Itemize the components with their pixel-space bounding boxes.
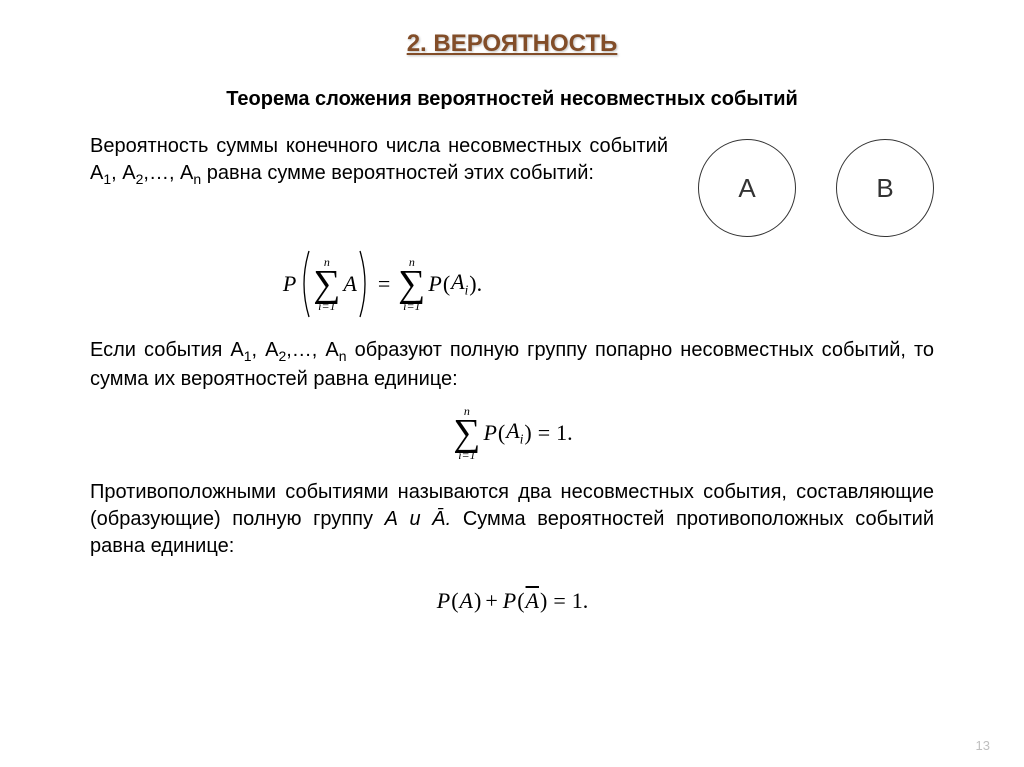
venn-diagram: A B xyxy=(698,133,934,237)
formula-3: P(A) + P(A) = 1. xyxy=(90,586,934,614)
paragraph-2: Если события А1, А2,…, Аn образуют полну… xyxy=(90,337,934,393)
paragraph-3: Противоположными событиями называются дв… xyxy=(90,479,934,560)
section-subtitle: Теорема сложения вероятностей несовместн… xyxy=(90,88,934,111)
formula-2: n ∑ i=1 P(Ai) = 1. xyxy=(90,405,934,461)
left-paren-icon xyxy=(297,249,311,319)
page-title: 2. ВЕРОЯТНОСТЬ xyxy=(90,30,934,58)
formula-1: P n ∑ i=1 A = n ∑ i=1 P(Ai). xyxy=(90,249,934,319)
page-number: 13 xyxy=(976,738,990,753)
circle-a: A xyxy=(698,139,796,237)
circle-b: B xyxy=(836,139,934,237)
paragraph-1: Вероятность суммы конечного числа несовм… xyxy=(90,133,668,189)
right-paren-icon xyxy=(358,249,372,319)
